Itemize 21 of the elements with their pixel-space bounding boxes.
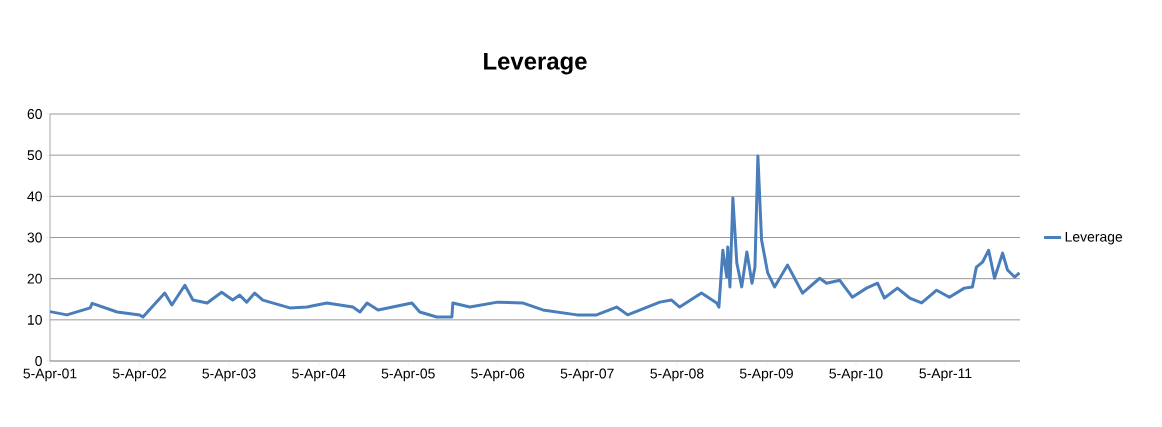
chart-title: Leverage — [484, 52, 587, 75]
x-tick-label: 5-Apr-10 — [829, 368, 883, 382]
x-tick-label: 5-Apr-05 — [381, 368, 435, 382]
y-tick-label: 10 — [28, 314, 42, 325]
x-tick-label: 5-Apr-09 — [739, 368, 793, 382]
x-tick-label: 5-Apr-07 — [560, 368, 614, 382]
x-tick-label: 5-Apr-02 — [112, 368, 166, 382]
x-tick-label: 5-Apr-01 — [23, 368, 77, 382]
y-tick-label: 0 — [35, 356, 42, 366]
x-tick-label: 5-Apr-03 — [202, 368, 256, 382]
x-tick-label: 5-Apr-08 — [650, 368, 704, 382]
y-tick-label: 20 — [27, 273, 42, 284]
legend-label: Leverage — [1065, 231, 1123, 245]
x-tick-label: 5-Apr-11 — [919, 368, 972, 382]
y-tick-label: 40 — [27, 191, 42, 202]
y-tick-label: 50 — [27, 150, 42, 161]
y-tick-label: 30 — [27, 232, 42, 243]
y-tick-label: 60 — [27, 109, 42, 119]
x-tick-label: 5-Apr-04 — [292, 368, 346, 382]
line-series — [50, 154, 1021, 319]
x-tick-label: 5-Apr-06 — [471, 368, 525, 382]
